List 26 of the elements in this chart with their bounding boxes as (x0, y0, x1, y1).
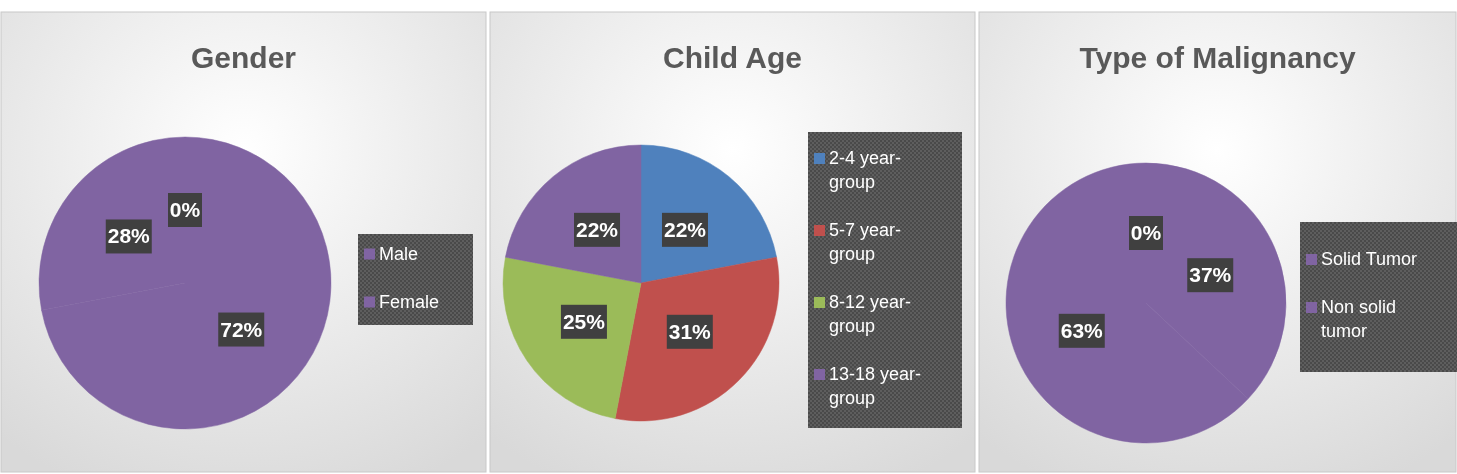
text: 0% (169, 198, 201, 221)
pie-slice (502, 256, 642, 419)
legend-label: 8-12 year-group (829, 292, 912, 336)
text: 0% (1130, 221, 1162, 244)
chart-title: Gender (190, 41, 297, 74)
data-label: 22% (663, 217, 707, 241)
data-label: 31% (668, 319, 712, 343)
data-label: 63% (1060, 318, 1104, 342)
pie-slice (614, 256, 780, 422)
data-label: 72% (220, 317, 263, 341)
data-label: 37% (1189, 263, 1232, 287)
data-label: 22% (576, 217, 619, 241)
legend-label: Female (379, 291, 440, 312)
pie-slice (505, 144, 642, 284)
legend-label: 2-4 year-group (829, 148, 902, 192)
data-label: 25% (562, 309, 606, 333)
chart-title: Child Age (663, 41, 802, 74)
data-label: 28% (107, 224, 151, 248)
legend-label: 13-18 year-group (829, 364, 922, 408)
legend-label: Male (379, 243, 419, 264)
legend-label: Solid Tumor (1321, 249, 1418, 269)
chart-title: Type of Malignancy (1079, 41, 1356, 74)
legend-label: Non solid tumor (1321, 297, 1397, 341)
legend-label: 5-7 year-group (829, 220, 902, 264)
pie-slice (640, 144, 777, 284)
pie-slice (41, 136, 332, 430)
